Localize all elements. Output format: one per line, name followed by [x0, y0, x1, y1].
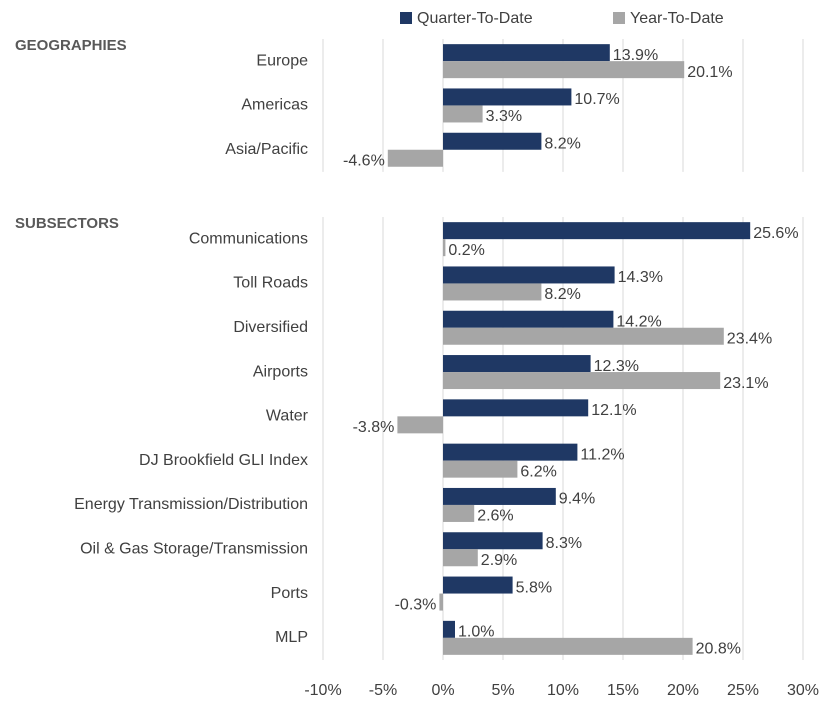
bar — [443, 460, 518, 478]
data-label: 2.6% — [477, 508, 513, 525]
bar — [443, 487, 556, 505]
data-label: 14.2% — [616, 313, 661, 330]
bar — [443, 532, 543, 550]
data-label: 6.2% — [520, 463, 556, 480]
bar — [443, 61, 685, 79]
data-label: -3.8% — [353, 419, 395, 436]
bar — [443, 399, 589, 417]
bar — [443, 443, 578, 461]
x-tick-label: 0% — [431, 682, 454, 699]
x-tick-label: 25% — [727, 682, 759, 699]
bar — [443, 132, 542, 150]
data-label: 1.0% — [458, 624, 494, 641]
bar — [443, 549, 478, 567]
y-tick-label: Diversified — [233, 319, 308, 336]
x-tick-label: -5% — [369, 682, 397, 699]
x-tick-label: 5% — [491, 682, 514, 699]
y-tick-label: MLP — [275, 629, 308, 646]
x-tick-label: -10% — [304, 682, 341, 699]
data-label: 12.3% — [594, 358, 639, 375]
data-label: 13.9% — [613, 47, 658, 64]
y-tick-label: Communications — [189, 230, 308, 247]
y-tick-label: DJ Brookfield GLI Index — [139, 452, 308, 469]
y-tick-label: Water — [266, 408, 309, 425]
bar — [443, 576, 513, 594]
data-label: 8.2% — [544, 135, 580, 152]
bar — [443, 372, 721, 390]
section-title: GEOGRAPHIES — [15, 37, 127, 54]
data-label: 25.6% — [753, 225, 798, 242]
data-label: -4.6% — [343, 152, 385, 169]
data-label: 0.2% — [448, 242, 484, 259]
data-label: 20.1% — [687, 64, 732, 81]
bar — [443, 266, 615, 284]
bar — [443, 310, 614, 328]
data-label: 9.4% — [559, 491, 595, 508]
y-tick-label: Energy Transmission/Distribution — [74, 496, 308, 513]
legend-label: Quarter-To-Date — [417, 10, 533, 27]
y-tick-label: Oil & Gas Storage/Transmission — [80, 540, 308, 557]
data-label: 12.1% — [591, 402, 636, 419]
x-tick-label: 10% — [547, 682, 579, 699]
data-label: -0.3% — [395, 596, 437, 613]
x-tick-label: 20% — [667, 682, 699, 699]
bar — [443, 504, 475, 522]
x-tick-label: 30% — [787, 682, 819, 699]
x-tick-label: 15% — [607, 682, 639, 699]
bar — [397, 416, 443, 434]
data-label: 8.2% — [544, 286, 580, 303]
bar — [443, 44, 610, 62]
data-label: 11.2% — [580, 446, 624, 463]
legend-swatch — [613, 12, 625, 24]
data-label: 20.8% — [696, 641, 741, 658]
y-tick-label: Europe — [256, 52, 308, 69]
bar — [443, 620, 455, 638]
y-tick-label: Ports — [271, 585, 308, 602]
data-label: 23.1% — [723, 375, 768, 392]
bar — [443, 88, 572, 106]
y-tick-label: Toll Roads — [233, 275, 308, 292]
y-tick-label: Americas — [241, 97, 308, 114]
data-label: 5.8% — [516, 579, 552, 596]
data-label: 2.9% — [481, 552, 517, 569]
bar — [439, 593, 443, 611]
data-label: 8.3% — [546, 535, 582, 552]
y-tick-label: Asia/Pacific — [225, 141, 308, 158]
data-label: 23.4% — [727, 330, 772, 347]
bar — [443, 327, 724, 345]
bar — [443, 222, 751, 240]
legend-swatch — [400, 12, 412, 24]
data-label: 10.7% — [574, 91, 619, 108]
bar — [443, 355, 591, 373]
bar — [443, 637, 693, 655]
bar — [443, 239, 446, 257]
data-label: 3.3% — [486, 108, 522, 125]
bar — [443, 283, 542, 301]
data-label: 14.3% — [618, 269, 663, 286]
y-tick-label: Airports — [253, 363, 308, 380]
section-title: SUBSECTORS — [15, 215, 119, 232]
bar — [387, 149, 443, 167]
legend-label: Year-To-Date — [630, 10, 724, 27]
bar — [443, 105, 483, 123]
